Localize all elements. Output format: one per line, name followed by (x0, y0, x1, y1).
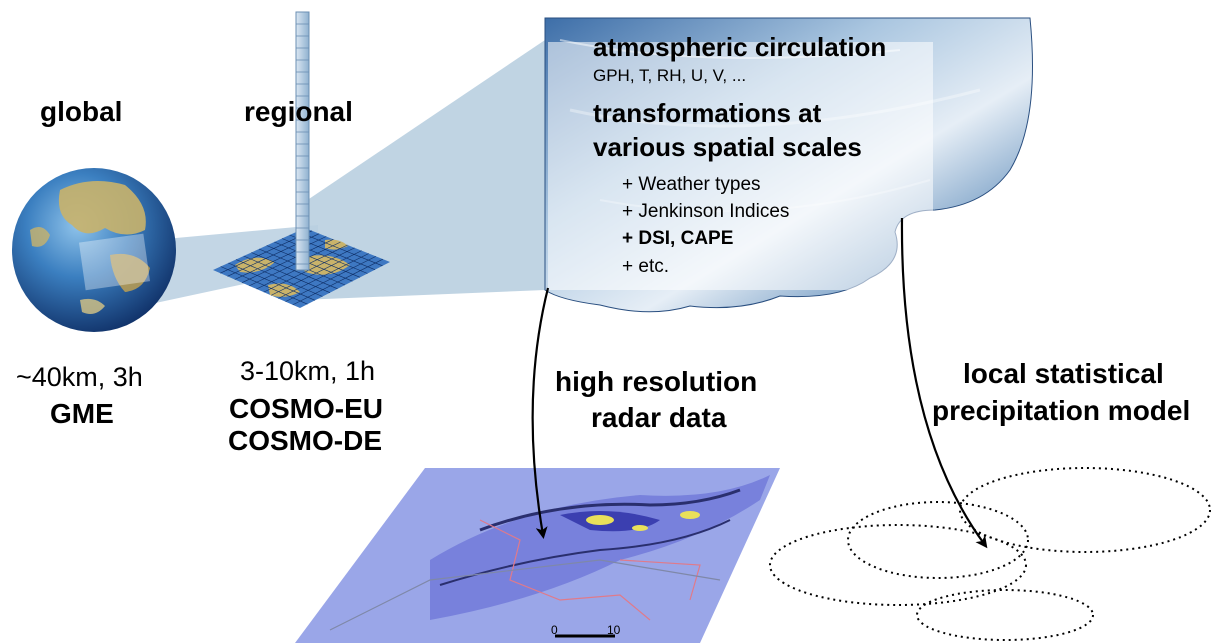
cloud-item: + Weather types (622, 174, 761, 195)
projection-regional-to-cloud (300, 40, 545, 300)
cloud-variables: GPH, T, RH, U, V, ... (593, 66, 747, 85)
radar-map (295, 468, 780, 643)
globe-icon (12, 168, 176, 332)
global-model: GME (50, 398, 114, 429)
local-model-line2: precipitation model (932, 395, 1191, 426)
cloud-item: + Jenkinson Indices (622, 201, 790, 222)
radar-title-line1: high resolution (555, 366, 758, 397)
radar-title-line2: radar data (591, 402, 727, 433)
cloud-title: atmospheric circulation (593, 32, 887, 62)
regional-resolution: 3-10km, 1h (240, 356, 376, 386)
radar-scale-label: 0 (551, 623, 558, 637)
vertical-column-icon (295, 11, 310, 271)
global-resolution: ~40km, 3h (16, 362, 143, 392)
cloud-transform-line2: various spatial scales (593, 132, 862, 162)
cloud-transform-line1: transformations at (593, 98, 822, 128)
arrow-cloud-to-local-model (900, 217, 988, 549)
local-model-line1: local statistical (963, 358, 1164, 389)
arrow-cloud-to-radar (531, 287, 550, 539)
regional-title: regional (244, 96, 353, 127)
global-title: global (40, 96, 123, 127)
cloud-item: + etc. (622, 256, 669, 277)
atmospheric-cloud (544, 17, 1033, 313)
local-model-ellipses (769, 467, 1211, 641)
radar-scale-label: 10 (607, 623, 621, 637)
cloud-item: + DSI, CAPE (622, 228, 734, 249)
regional-model-de: COSMO-DE (228, 425, 382, 456)
regional-model-eu: COSMO-EU (229, 393, 383, 424)
